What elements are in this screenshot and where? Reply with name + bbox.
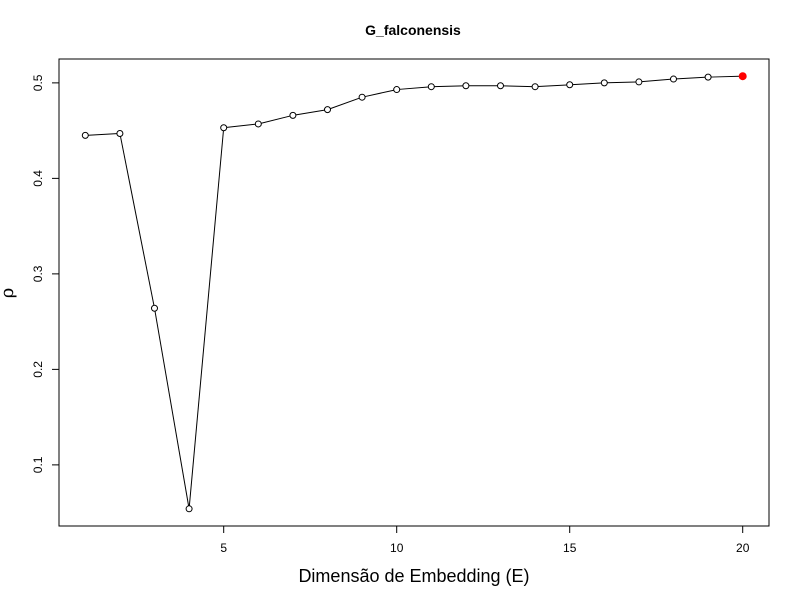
y-tick-label: 0.4 <box>31 170 45 187</box>
data-point <box>150 304 158 312</box>
y-tick-label: 0.2 <box>31 361 45 378</box>
data-point <box>427 83 435 91</box>
y-tick-label: 0.3 <box>31 265 45 282</box>
x-tick-label: 20 <box>736 541 750 555</box>
data-point <box>393 86 401 94</box>
plot-frame <box>58 58 770 527</box>
y-tick-label: 0.5 <box>31 74 45 91</box>
series-line-segment <box>88 133 117 136</box>
highlight-point <box>738 72 747 81</box>
series-line-segment <box>399 86 429 90</box>
data-point <box>497 82 505 90</box>
series-line-segment <box>641 78 671 83</box>
data-point <box>254 120 262 128</box>
series-line-segment <box>261 115 291 124</box>
data-point <box>116 129 124 137</box>
y-axis: 0.1 0.2 0.3 0.4 0.5 <box>31 74 59 473</box>
data-point <box>81 131 89 139</box>
data-point <box>462 82 470 90</box>
series-line-segment <box>119 136 155 306</box>
series-line-segment <box>538 84 567 88</box>
x-tick-label: 10 <box>390 541 404 555</box>
series-line-segment <box>295 109 325 116</box>
data-point <box>289 111 297 119</box>
series-line-segment <box>154 311 190 506</box>
series-layer <box>81 72 747 513</box>
data-point <box>358 93 366 101</box>
series-line-segment <box>226 123 256 128</box>
data-point <box>185 505 193 513</box>
data-point <box>220 124 228 132</box>
x-tick-label: 15 <box>563 541 577 555</box>
data-point <box>566 81 574 89</box>
x-axis: 5 10 15 20 <box>220 526 750 555</box>
data-point <box>600 79 608 87</box>
series-line-segment <box>607 81 636 84</box>
series-line-segment <box>503 85 533 88</box>
series-line-segment <box>330 97 360 110</box>
data-point <box>531 83 539 91</box>
data-point <box>635 78 643 86</box>
x-axis-label: Dimensão de Embedding (E) <box>298 566 529 586</box>
x-tick-label: 5 <box>220 541 227 555</box>
series-line-segment <box>434 85 463 88</box>
data-point <box>704 73 712 81</box>
data-point <box>323 106 331 114</box>
series-line-segment <box>188 130 224 506</box>
series-line-segment <box>572 82 602 86</box>
y-axis-label: ρ <box>0 288 18 299</box>
series-line-segment <box>711 75 740 78</box>
y-tick-label: 0.1 <box>31 456 45 473</box>
chart-title: G_falconensis <box>365 22 461 38</box>
data-point <box>670 75 678 83</box>
series-line-segment <box>364 89 394 98</box>
series-line-segment <box>676 76 706 80</box>
